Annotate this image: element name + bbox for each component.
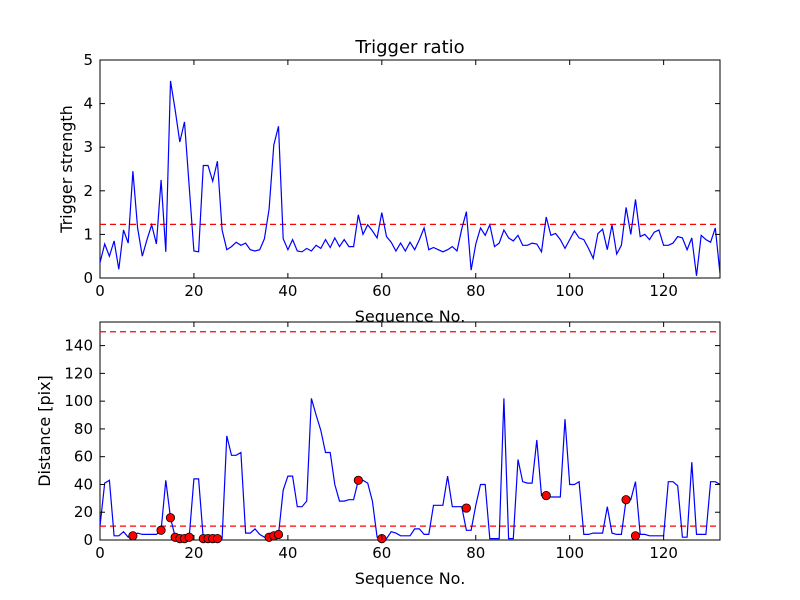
data-marker: [156, 525, 166, 535]
y-tick-label: 120: [64, 364, 93, 382]
y-tick-label: 0: [83, 269, 93, 287]
x-tick-label: 80: [466, 544, 485, 562]
x-tick-label: 120: [649, 282, 678, 300]
y-tick-label: 4: [83, 95, 93, 113]
x-axis-label: Sequence No.: [355, 569, 466, 588]
y-axis-label: Trigger strength: [57, 105, 76, 234]
data-marker: [184, 532, 194, 542]
y-tick-label: 20: [74, 503, 93, 521]
y-tick-label: 2: [83, 182, 93, 200]
y-axis-label: Distance [pix]: [35, 375, 54, 487]
x-tick-label: 60: [372, 544, 391, 562]
x-tick-label: 120: [649, 544, 678, 562]
data-marker: [353, 475, 363, 485]
trigger-ratio-panel: 0 20 40 60 80 100 120 0 1 2 3 4 5 Sequence No. Trigger…: [57, 51, 721, 326]
x-tick-label: 80: [466, 282, 485, 300]
x-tick-label: 60: [372, 282, 391, 300]
data-marker: [165, 513, 176, 523]
y-tick-label: 140: [64, 337, 93, 355]
x-tick-label: 40: [278, 544, 297, 562]
data-marker: [541, 490, 551, 501]
data-marker: [128, 531, 138, 541]
x-tick-label: 0: [95, 544, 105, 562]
y-tick-label: 1: [83, 225, 93, 243]
y-tick-label: 40: [74, 475, 93, 493]
x-tick-label: 40: [278, 282, 297, 300]
y-tick-label: 5: [83, 51, 93, 69]
x-axis-label: Sequence No.: [355, 307, 466, 326]
series-line: [100, 80, 720, 276]
y-tick-label: 100: [64, 392, 93, 410]
x-tick-label: 100: [555, 282, 584, 300]
data-marker: [212, 534, 223, 544]
y-tick-label: 60: [74, 448, 93, 466]
x-tick-label: 100: [555, 544, 584, 562]
x-tick-label: 20: [184, 282, 203, 300]
chart-title: Trigger ratio: [354, 37, 464, 58]
data-marker: [630, 531, 641, 541]
data-marker: [621, 495, 631, 505]
data-marker: [273, 529, 284, 540]
y-tick-label: 0: [83, 531, 93, 549]
x-tick-label: 20: [184, 544, 203, 562]
plot-frame: [99, 321, 721, 541]
y-tick-label: 3: [83, 138, 93, 156]
x-tick-label: 0: [95, 282, 105, 300]
data-marker: [461, 503, 471, 513]
distance-panel: 0 20 40 60 80 100 120 0 20 40 60 80 100 120 140 Sequenc…: [35, 321, 721, 588]
y-tick-label: 80: [74, 420, 93, 438]
